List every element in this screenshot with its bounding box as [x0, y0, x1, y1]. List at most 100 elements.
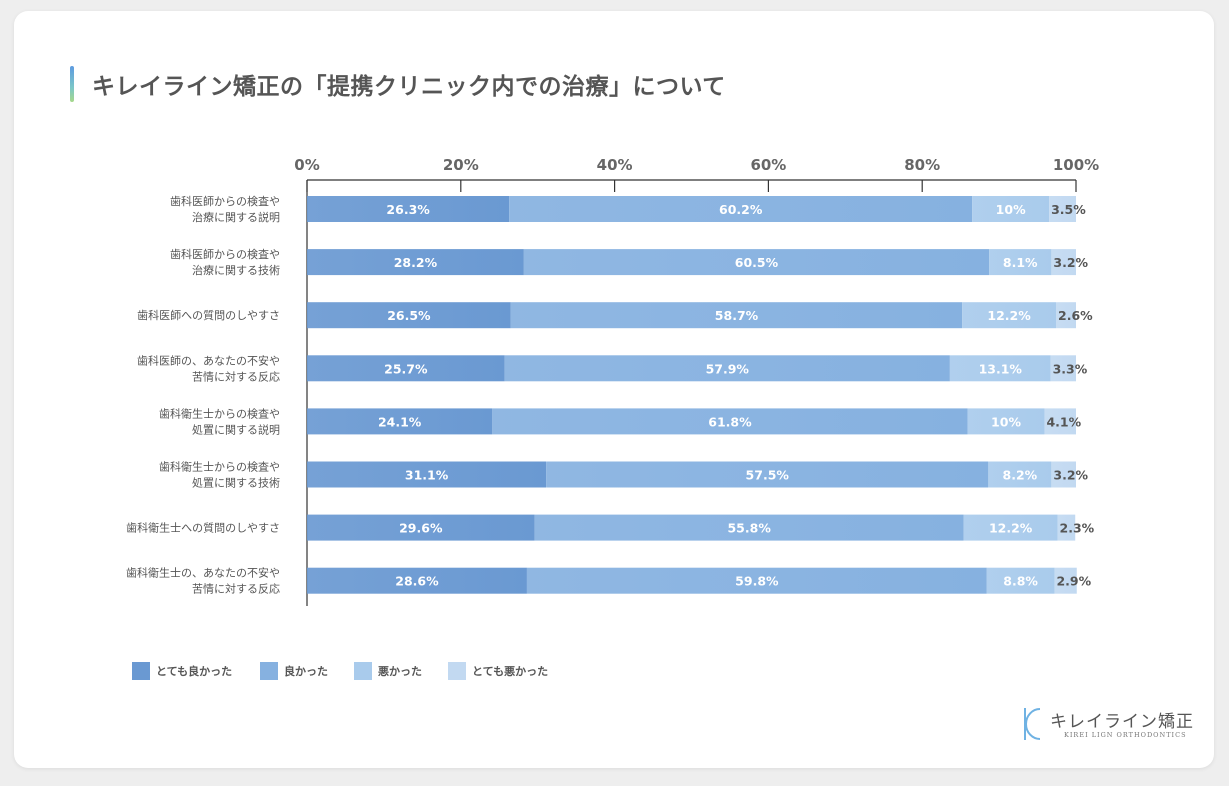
category-label: 歯科医師の、あなたの不安や苦情に対する反応	[137, 353, 280, 383]
data-label: 25.7%	[384, 361, 428, 376]
data-label: 28.6%	[395, 574, 439, 589]
bar-segment	[967, 408, 1045, 435]
data-label: 13.1%	[979, 361, 1023, 376]
bar-segment	[307, 249, 524, 276]
category-label: 歯科医師からの検査や治療に関する説明	[170, 194, 280, 224]
bar-segment	[1056, 302, 1076, 329]
bar-segment	[307, 408, 493, 435]
data-label: 3.2%	[1053, 468, 1088, 483]
chart-legend: とても良かった 良かった 悪かった とても悪かった	[132, 662, 558, 680]
bar-segment	[988, 461, 1052, 488]
legend-label: 良かった	[284, 665, 328, 678]
chart-title: キレイライン矯正の「提携クリニック内での治療」について	[92, 74, 726, 100]
data-label: 8.2%	[1003, 468, 1038, 483]
bar-segment	[307, 302, 511, 329]
bar-segment	[534, 514, 964, 541]
legend-item: 悪かった	[354, 662, 448, 680]
legend-item: とても悪かった	[448, 662, 558, 680]
bar-segment	[949, 355, 1051, 382]
data-label: 60.5%	[735, 255, 779, 270]
data-label: 61.8%	[708, 414, 752, 429]
x-tick-label: 60%	[750, 156, 786, 174]
data-label: 12.2%	[989, 521, 1033, 536]
legend-label: とても悪かった	[472, 665, 549, 678]
legend-item: 良かった	[260, 662, 354, 680]
bar-segment	[526, 567, 987, 594]
bar-segment	[1050, 355, 1076, 382]
bar-segment	[546, 461, 989, 488]
bar-segment	[1057, 514, 1076, 541]
data-label: 26.3%	[386, 202, 430, 217]
brand-logo: キレイライン矯正 KIREI LIGN ORTHODONTICS	[1020, 706, 1193, 746]
logo-mark-icon	[1024, 708, 1041, 740]
data-label: 24.1%	[378, 414, 422, 429]
bar-segment	[963, 514, 1058, 541]
x-tick-label: 40%	[597, 156, 633, 174]
bar-segment	[1051, 461, 1076, 488]
bar-segment	[504, 355, 950, 382]
data-label: 57.5%	[746, 468, 790, 483]
data-label: 3.5%	[1051, 202, 1086, 217]
data-label: 10%	[991, 414, 1021, 429]
bar-segment	[1051, 249, 1076, 276]
bar-segment	[509, 196, 973, 222]
data-label: 57.9%	[706, 361, 750, 376]
data-label: 12.2%	[987, 308, 1031, 323]
category-label: 歯科衛生士への質問のしやすさ	[126, 521, 280, 535]
legend-swatch	[260, 662, 278, 680]
x-tick-label: 80%	[904, 156, 940, 174]
category-label: 歯科衛生士の、あなたの不安や苦情に対する反応	[126, 566, 280, 596]
data-label: 58.7%	[715, 308, 759, 323]
category-label: 歯科衛生士からの検査や処置に関する説明	[159, 406, 280, 436]
legend-swatch	[448, 662, 466, 680]
bar-segment	[307, 567, 527, 594]
data-label: 26.5%	[387, 308, 431, 323]
legend-label: 悪かった	[378, 665, 422, 678]
bar-segment	[307, 461, 547, 488]
x-tick-label: 100%	[1053, 156, 1099, 174]
bar-segment	[307, 514, 535, 541]
data-label: 10%	[996, 202, 1026, 217]
bar-segment	[492, 408, 968, 435]
data-label: 2.6%	[1058, 308, 1093, 323]
chart-card	[14, 11, 1214, 768]
data-label: 60.2%	[719, 202, 763, 217]
logo-name: キレイライン矯正	[1050, 712, 1194, 732]
x-tick-label: 0%	[294, 156, 319, 174]
logo-subtitle: KIREI LIGN ORTHODONTICS	[1064, 731, 1187, 739]
x-tick-label: 20%	[443, 156, 479, 174]
title-block: キレイライン矯正の「提携クリニック内での治療」について	[70, 66, 726, 102]
data-label: 2.9%	[1056, 574, 1091, 589]
legend-swatch	[132, 662, 150, 680]
data-label: 31.1%	[405, 468, 449, 483]
bar-segment	[1054, 567, 1077, 594]
data-label: 3.2%	[1053, 255, 1088, 270]
legend-item: とても良かった	[132, 662, 260, 680]
bar-segment	[1044, 408, 1076, 435]
data-label: 8.8%	[1003, 574, 1038, 589]
bar-segment	[523, 249, 990, 276]
bar-segment	[510, 302, 963, 329]
title-accent-bar	[70, 66, 74, 102]
category-label: 歯科衛生士からの検査や処置に関する技術	[159, 460, 280, 490]
data-label: 8.1%	[1003, 255, 1038, 270]
bar-segment	[972, 196, 1050, 222]
legend-label: とても良かった	[156, 665, 233, 678]
data-label: 55.8%	[727, 521, 771, 536]
category-label: 歯科医師からの検査や治療に関する技術	[170, 247, 280, 277]
bar-segment	[1049, 196, 1076, 222]
data-label: 29.6%	[399, 521, 443, 536]
data-label: 4.1%	[1046, 414, 1081, 429]
bar-segment	[986, 567, 1055, 594]
data-label: 3.3%	[1053, 361, 1088, 376]
data-label: 59.8%	[735, 574, 779, 589]
bar-segment	[307, 196, 510, 222]
data-label: 28.2%	[394, 255, 438, 270]
bar-segment	[962, 302, 1057, 329]
legend-swatch	[354, 662, 372, 680]
data-label: 2.3%	[1060, 521, 1095, 536]
bar-segment	[307, 355, 505, 382]
category-label: 歯科医師への質問のしやすさ	[137, 308, 280, 322]
bar-segment	[989, 249, 1052, 276]
